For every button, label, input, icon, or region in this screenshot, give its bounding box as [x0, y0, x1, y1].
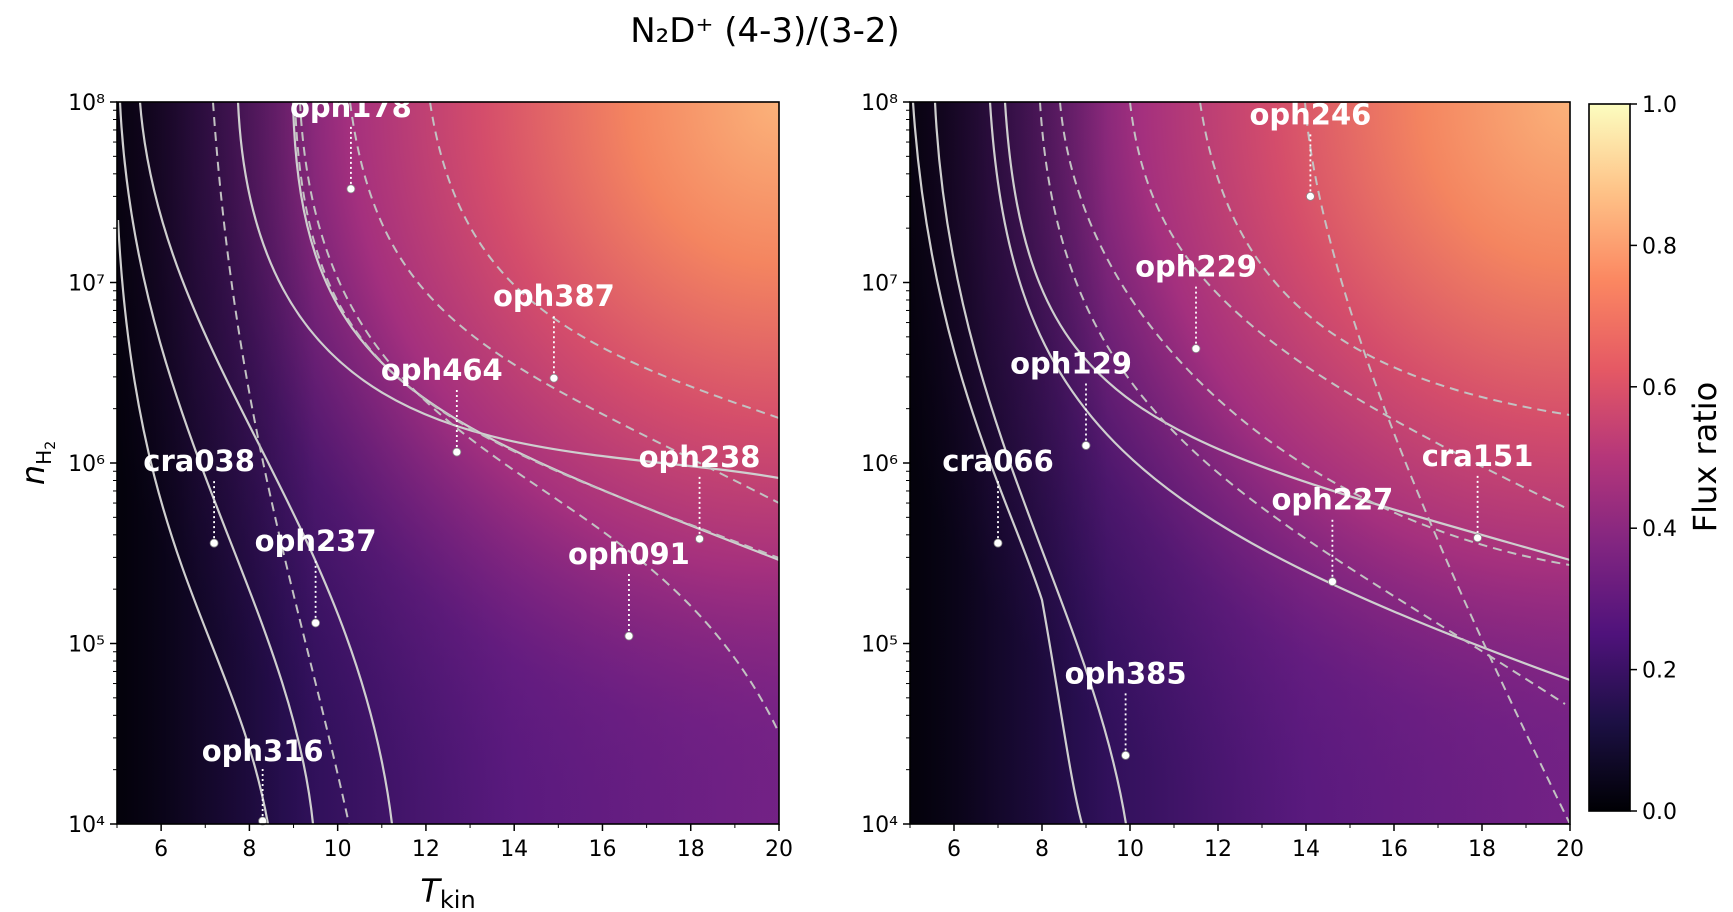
source-marker-oph178 — [346, 184, 356, 194]
left-contour-1 — [117, 219, 270, 824]
right-x-tick-label: 18 — [1468, 837, 1496, 862]
left-contour-2 — [118, 102, 315, 824]
right-x-tick-label: 8 — [1035, 837, 1049, 862]
right-y-tick-label: 10⁴ — [861, 813, 898, 838]
source-label-oph316: oph316 — [202, 734, 324, 768]
left-y-tick-label: 10⁸ — [68, 91, 105, 116]
colorbar-tick-label: 1.0 — [1642, 93, 1677, 118]
left-x-tick-label: 14 — [500, 837, 528, 862]
colorbar: 0.0 0.2 0.4 0.6 0.8 1.0 Flux ratio — [1588, 93, 1724, 825]
right-y-tick-label: 10⁵ — [861, 633, 898, 658]
right-y-tick-label: 10⁸ — [861, 91, 898, 116]
right-y-tick-label: 10⁶ — [861, 452, 898, 477]
source-marker-cra066 — [993, 538, 1003, 548]
right-panel: oph246 oph229 oph129 cra066 cra151 oph227 oph3… — [861, 91, 1584, 862]
source-marker-oph385 — [1121, 750, 1130, 760]
source-label-oph246: oph246 — [1249, 97, 1371, 131]
figure-title: N₂D⁺ (4-3)/(3-2) — [630, 11, 900, 51]
source-label-oph091: oph091 — [568, 537, 690, 571]
source-label-oph229: oph229 — [1135, 250, 1257, 284]
colorbar-gradient — [1589, 104, 1630, 811]
left-x-tick-label: 18 — [677, 837, 705, 862]
right-contour-6 — [1059, 102, 1570, 566]
source-marker-cra038 — [209, 538, 219, 548]
source-marker-oph387 — [549, 373, 559, 383]
left-y-tick-label: 10⁵ — [68, 633, 105, 658]
left-contour-5 — [236, 102, 779, 480]
left-contours — [117, 102, 779, 824]
colorbar-frame — [1588, 103, 1631, 812]
source-marker-cra151 — [1473, 533, 1482, 543]
right-y-tick-label: 10⁷ — [861, 272, 898, 297]
right-x-axis: 6 8 10 12 14 16 18 20 — [909, 824, 1584, 862]
left-source-markers: oph178 oph387 oph464 cra038 oph238 oph237 oph0… — [143, 90, 761, 826]
colorbar-label: Flux ratio — [1686, 382, 1724, 532]
colorbar-ticks: 0.0 0.2 0.4 0.6 0.8 1.0 — [1630, 93, 1677, 825]
left-contour-8 — [294, 102, 779, 559]
left-x-tick-label: 20 — [765, 837, 793, 862]
right-contour-3 — [988, 102, 1570, 682]
source-label-oph237: oph237 — [255, 524, 377, 558]
source-marker-oph238 — [695, 534, 704, 544]
source-label-oph129: oph129 — [1010, 347, 1132, 381]
colorbar-tick-label: 0.0 — [1642, 800, 1677, 825]
left-contour-9 — [349, 102, 779, 504]
left-x-tick-label: 10 — [324, 837, 352, 862]
right-contour-1 — [911, 102, 1084, 824]
left-contour-4 — [212, 102, 350, 824]
colorbar-tick-label: 0.4 — [1642, 517, 1677, 542]
right-x-tick-label: 20 — [1556, 837, 1584, 862]
source-marker-oph227 — [1328, 577, 1337, 587]
right-y-axis: 10⁴ 10⁵ 10⁶ 10⁷ 10⁸ — [861, 91, 910, 838]
left-contour-10 — [429, 102, 779, 419]
left-contour-6 — [299, 102, 779, 734]
source-label-oph385: oph385 — [1065, 656, 1187, 690]
right-x-tick-label: 6 — [947, 837, 961, 862]
left-y-tick-label: 10⁴ — [68, 813, 105, 838]
left-x-tick-label: 6 — [154, 837, 168, 862]
source-label-cra038: cra038 — [143, 444, 255, 478]
colorbar-tick-label: 0.2 — [1642, 659, 1677, 684]
left-y-tick-label: 10⁷ — [68, 272, 105, 297]
source-marker-oph229 — [1191, 344, 1201, 354]
source-label-oph464: oph464 — [381, 353, 503, 387]
left-y-axis: 10⁴ 10⁵ 10⁶ 10⁷ 10⁸ — [68, 91, 117, 838]
right-x-tick-label: 16 — [1380, 837, 1408, 862]
source-marker-oph237 — [311, 618, 321, 628]
colorbar-tick-label: 0.6 — [1642, 376, 1677, 401]
y-axis-label: nH2 — [14, 441, 59, 485]
right-contour-9 — [1304, 102, 1570, 824]
right-contour-7 — [1129, 102, 1570, 511]
right-x-tick-label: 10 — [1116, 837, 1144, 862]
source-marker-oph091 — [624, 631, 634, 641]
left-x-tick-label: 16 — [588, 837, 616, 862]
source-label-cra066: cra066 — [942, 444, 1054, 478]
source-label-oph178: oph178 — [290, 90, 412, 124]
left-panel: oph178 oph387 oph464 cra038 oph238 oph237 oph0… — [14, 90, 793, 912]
left-y-tick-label: 10⁶ — [68, 452, 105, 477]
source-marker-oph464 — [452, 447, 462, 457]
right-x-tick-label: 14 — [1292, 837, 1320, 862]
left-x-tick-label: 12 — [412, 837, 440, 862]
left-x-tick-label: 8 — [242, 837, 256, 862]
source-label-oph227: oph227 — [1271, 483, 1393, 517]
colorbar-tick-label: 0.8 — [1642, 234, 1677, 259]
source-label-oph238: oph238 — [639, 440, 761, 474]
source-marker-oph316 — [258, 816, 268, 826]
x-axis-label: Tkin — [420, 872, 475, 912]
source-marker-oph129 — [1081, 441, 1091, 450]
source-label-cra151: cra151 — [1422, 439, 1534, 473]
source-marker-oph246 — [1306, 191, 1315, 201]
right-x-tick-label: 12 — [1204, 837, 1232, 862]
left-x-axis: 6 8 10 12 14 16 18 20 — [116, 824, 793, 862]
right-contour-2 — [933, 102, 1128, 824]
right-contour-4 — [1003, 102, 1570, 562]
right-source-markers: oph246 oph229 oph129 cra066 cra151 oph227 oph3… — [942, 97, 1534, 760]
right-contour-8 — [1199, 102, 1570, 416]
right-contours — [911, 102, 1570, 824]
source-label-oph387: oph387 — [493, 279, 615, 313]
